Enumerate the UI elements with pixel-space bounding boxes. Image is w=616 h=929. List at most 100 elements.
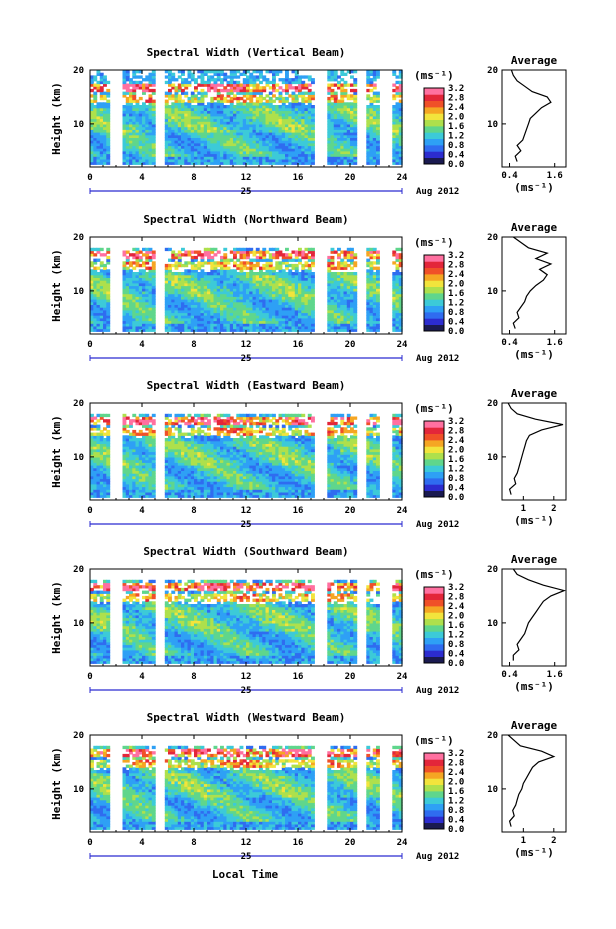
heatmap-cell [132,148,137,152]
heatmap-cell [291,150,296,155]
heatmap-cell [135,121,140,125]
heatmap-cell [343,161,348,165]
heatmap-cell [398,132,403,136]
heatmap-cell [207,83,211,87]
heatmap-cell [148,156,153,160]
heatmap-cell [311,153,315,157]
heatmap-cell [194,277,198,281]
heatmap-cell [252,86,257,90]
heatmap-cell [197,99,202,103]
heatmap-cell [291,161,296,165]
heatmap-cell [242,94,247,98]
colorbar-tick-label: 2.0 [448,280,464,290]
heatmap-cell [207,107,211,111]
heatmap-cell [233,121,237,125]
heatmap-cell [259,134,263,138]
heatmap-cell [125,72,130,76]
heatmap-cell [278,107,283,111]
heatmap-cell [122,285,127,289]
heatmap-cell [168,301,172,305]
heatmap-cell [246,75,250,79]
heatmap-cell [145,88,150,93]
heatmap-cell [278,110,283,114]
heatmap-cell [197,91,202,95]
heatmap-cell [330,118,335,122]
heatmap-cell [392,134,397,138]
heatmap-cell [184,304,189,308]
heatmap-cell [135,129,140,133]
heatmap-cell [333,91,338,95]
heatmap-cell [346,142,351,147]
heatmap-cell [330,126,335,130]
heatmap-cell [122,274,127,278]
heatmap-cell [301,83,306,87]
heatmap-cell [171,78,176,82]
heatmap-cell [90,153,94,157]
heatmap-cell [229,107,234,111]
heatmap-cell [333,132,338,136]
heatmap-cell [194,293,198,297]
heatmap-cell [223,145,228,149]
heatmap-cell [246,156,250,160]
heatmap-cell [327,91,332,95]
heatmap-cell [177,70,182,74]
heatmap-cell [90,123,94,128]
heatmap-cell [298,140,302,144]
heatmap-cell [210,142,215,147]
heatmap-cell [174,132,179,136]
heatmap-cell [151,312,156,316]
heatmap-cell [233,86,237,90]
heatmap-cell [164,113,169,117]
heatmap-cell [229,115,234,120]
heatmap-cell [194,272,198,276]
heatmap-cell [216,161,221,165]
heatmap-cell [151,150,156,155]
heatmap-cell [301,156,306,160]
heatmap-cell [177,280,182,284]
heatmap-cell [220,88,224,93]
heatmap-cell [327,115,332,120]
heatmap-cell [301,91,306,95]
heatmap-cell [216,115,221,120]
heatmap-cell [184,80,189,85]
heatmap-cell [190,107,195,111]
heatmap-cell [187,137,192,141]
heatmap-cell [184,301,189,305]
heatmap-cell [346,132,351,136]
x-tick-label: 12 [241,340,252,350]
heatmap-cell [96,113,101,117]
heatmap-cell [213,72,218,76]
heatmap-cell [168,91,172,95]
heatmap-cell [330,107,335,111]
heatmap-cell [294,132,299,136]
heatmap-cell [200,150,205,155]
heatmap-cell [190,123,195,128]
heatmap-cell [223,129,228,133]
heatmap-cell [301,126,306,130]
heatmap-cell [135,280,140,284]
heatmap-cell [106,285,111,289]
heatmap-cell [327,110,332,114]
heatmap-cell [135,253,140,257]
heatmap-cell [229,113,234,117]
heatmap-cell [90,113,94,117]
heatmap-cell [233,156,237,160]
heatmap-cell [311,91,315,95]
heatmap-cell [135,107,140,111]
heatmap-cell [262,129,267,133]
heatmap-cell [249,78,254,82]
heatmap-cell [252,110,257,114]
heatmap-cell [187,102,192,106]
heatmap-cell [220,70,224,74]
heatmap-cell [171,282,176,287]
heatmap-cell [148,274,153,278]
heatmap-cell [327,99,332,103]
heatmap-cell [177,263,182,268]
heatmap-cell [392,70,397,74]
heatmap-cell [194,323,198,327]
heatmap-cell [122,91,127,95]
heatmap-cell [164,150,169,155]
heatmap-cell [229,72,234,76]
heatmap-cell [298,158,302,163]
heatmap-cell [106,290,111,295]
